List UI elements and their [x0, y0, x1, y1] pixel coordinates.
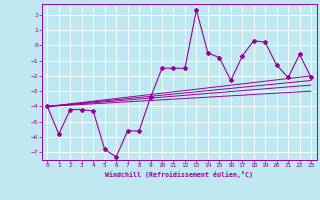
- X-axis label: Windchill (Refroidissement éolien,°C): Windchill (Refroidissement éolien,°C): [105, 171, 253, 178]
